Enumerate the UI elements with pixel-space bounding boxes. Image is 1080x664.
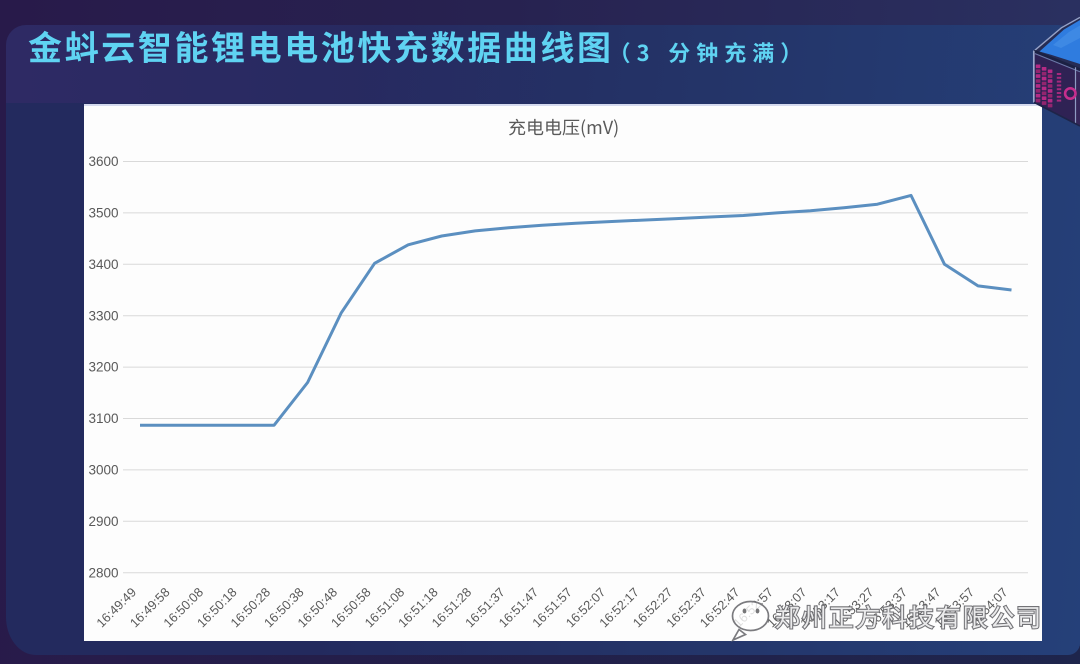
svg-text:3000: 3000 (88, 463, 118, 478)
svg-text:3200: 3200 (88, 360, 118, 375)
svg-text:3100: 3100 (88, 411, 118, 426)
svg-text:3600: 3600 (88, 154, 118, 169)
svg-text:3500: 3500 (88, 206, 118, 221)
svg-text:3400: 3400 (88, 257, 118, 272)
svg-text:2800: 2800 (88, 565, 118, 580)
svg-text:3300: 3300 (88, 308, 118, 323)
svg-text:2900: 2900 (88, 514, 118, 529)
